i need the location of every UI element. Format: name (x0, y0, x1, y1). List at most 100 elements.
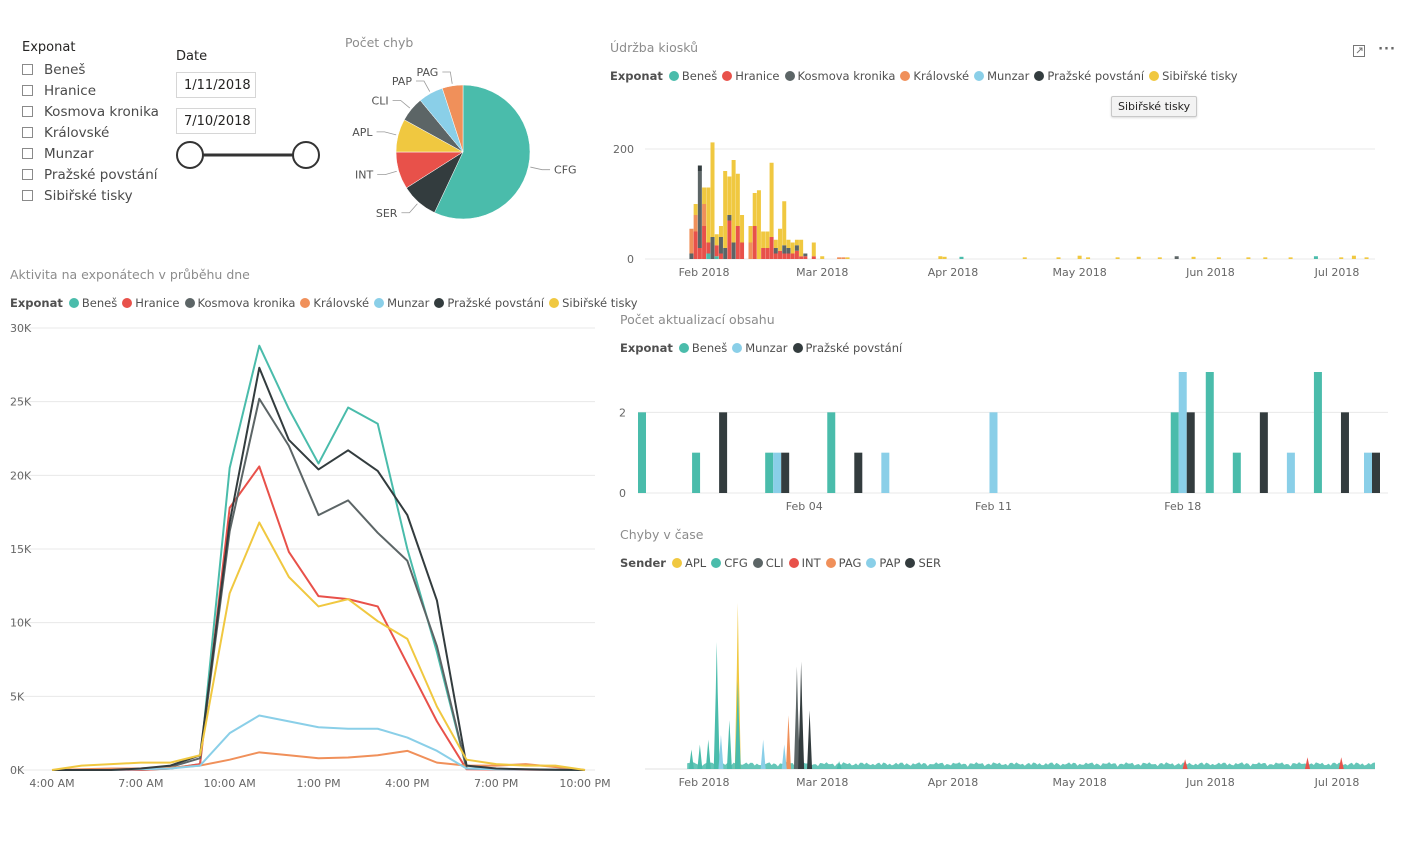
checkbox-icon[interactable] (22, 190, 33, 201)
slicer-item-prazske-povstani[interactable]: Pražské povstání (22, 164, 182, 185)
bar-segment-kosmova-kronika[interactable] (723, 248, 728, 259)
area-spike-cfg[interactable] (836, 761, 842, 769)
area-spike-int[interactable] (1304, 757, 1310, 769)
bar-segment-sibirske-tisky[interactable] (1364, 257, 1369, 259)
slicer-item-kralovske[interactable]: Královské (22, 122, 182, 143)
bar-segment-hranice[interactable] (782, 253, 787, 260)
bar-segment-hranice[interactable] (718, 253, 723, 260)
bar-segment-sibirske-tisky[interactable] (811, 242, 816, 257)
legend-item-prazske-povstani[interactable]: Pražské povstání (1034, 69, 1144, 83)
legend-item-pag[interactable]: PAG (825, 556, 861, 570)
checkbox-icon[interactable] (22, 127, 33, 138)
bar-segment-sibirske-tisky[interactable] (769, 162, 774, 237)
bar-segment-benes[interactable] (959, 256, 964, 259)
bar-segment-sibirske-tisky[interactable] (735, 173, 740, 226)
bar-segment-sibirske-tisky[interactable] (1339, 257, 1344, 259)
bar-prazske-povstani[interactable] (1259, 412, 1268, 493)
legend-item-hranice[interactable]: Hranice (122, 296, 180, 310)
bar-segment-sibirske-tisky[interactable] (820, 256, 825, 259)
bar-segment-sibirske-tisky[interactable] (752, 193, 757, 226)
bar-segment-prazske-povstani[interactable] (697, 165, 702, 172)
bar-segment-hranice[interactable] (811, 256, 816, 259)
line-series-prazske-povstani[interactable] (52, 366, 586, 771)
date-range-slider[interactable] (176, 138, 326, 172)
bar-prazske-povstani[interactable] (1340, 412, 1349, 493)
bar-segment-sibirske-tisky[interactable] (1191, 256, 1196, 259)
bar-segment-hranice[interactable] (799, 256, 804, 259)
bar-segment-sibirske-tisky[interactable] (1288, 257, 1293, 259)
legend-item-munzar[interactable]: Munzar (374, 296, 429, 310)
line-series-kralovske[interactable] (51, 749, 586, 771)
area-spike-ser[interactable] (798, 661, 805, 769)
bar-segment-sibirske-tisky[interactable] (773, 239, 778, 248)
bar-segment-hranice[interactable] (706, 242, 711, 254)
bar-segment-kosmova-kronika[interactable] (710, 237, 715, 259)
line-series-sibirske-tisky[interactable] (51, 521, 586, 771)
bar-segment-hranice[interactable] (714, 245, 719, 257)
bar-segment-sibirske-tisky[interactable] (702, 187, 707, 205)
bar-segment-sibirske-tisky[interactable] (1086, 257, 1091, 259)
area-spike-cfg[interactable] (726, 720, 732, 769)
legend-item-kralovske[interactable]: Královské (900, 69, 969, 83)
bar-segment-kralovske[interactable] (841, 257, 846, 259)
area-spike-cfg[interactable] (697, 744, 703, 769)
bar-benes[interactable] (1313, 372, 1322, 493)
bar-segment-hranice[interactable] (794, 250, 799, 259)
bar-segment-hranice[interactable] (773, 253, 778, 260)
line-series-hranice[interactable] (52, 465, 586, 771)
area-spike-cfg[interactable] (688, 749, 694, 769)
bar-segment-benes[interactable] (1313, 256, 1318, 259)
bar-segment-sibirske-tisky[interactable] (748, 226, 753, 243)
bar-segment-kosmova-kronika[interactable] (782, 245, 787, 254)
slicer-item-munzar[interactable]: Munzar (22, 143, 182, 164)
checkbox-icon[interactable] (22, 106, 33, 117)
bar-segment-sibirske-tisky[interactable] (942, 256, 947, 259)
area-spike-pap[interactable] (781, 744, 787, 769)
legend-item-munzar[interactable]: Munzar (732, 341, 788, 355)
legend-item-cfg[interactable]: CFG (711, 556, 748, 570)
area-spike-pap[interactable] (760, 739, 766, 769)
bar-segment-sibirske-tisky[interactable] (706, 187, 711, 243)
bar-segment-hranice[interactable] (761, 248, 766, 259)
bar-benes[interactable] (692, 452, 701, 493)
bar-segment-kosmova-kronika[interactable] (731, 242, 736, 260)
area-spike-cfg[interactable] (734, 681, 741, 769)
focus-mode-icon[interactable] (1350, 42, 1368, 60)
slider-start-handle[interactable] (176, 141, 204, 169)
bar-segment-kosmova-kronika[interactable] (794, 245, 799, 251)
legend-item-kralovske[interactable]: Královské (300, 296, 369, 310)
bar-benes[interactable] (638, 412, 646, 493)
legend-item-prazske-povstani[interactable]: Pražské povstání (434, 296, 544, 310)
bar-segment-sibirske-tisky[interactable] (1216, 257, 1221, 259)
bar-munzar[interactable] (773, 452, 782, 493)
area-spike-ser[interactable] (807, 710, 813, 769)
bar-segment-sibirske-tisky[interactable] (693, 204, 698, 215)
pie-slice-cfg[interactable] (434, 84, 531, 220)
bar-benes[interactable] (765, 452, 774, 493)
bar-munzar[interactable] (881, 452, 890, 493)
bar-segment-hranice[interactable] (727, 220, 732, 260)
bar-benes[interactable] (1170, 412, 1179, 493)
bar-segment-hranice[interactable] (769, 237, 774, 259)
bar-segment-hranice[interactable] (735, 226, 740, 259)
bar-segment-sibirske-tisky[interactable] (1246, 257, 1251, 259)
legend-item-ser[interactable]: SER (905, 556, 941, 570)
area-spike-cfg[interactable] (705, 739, 711, 769)
bar-segment-sibirske-tisky[interactable] (1056, 257, 1061, 259)
bar-segment-sibirske-tisky[interactable] (727, 176, 732, 216)
bar-segment-sibirske-tisky[interactable] (761, 231, 766, 249)
area-spike-pag[interactable] (785, 715, 791, 769)
bar-segment-hranice[interactable] (765, 248, 770, 259)
legend-item-pap[interactable]: PAP (866, 556, 900, 570)
slicer-item-hranice[interactable]: Hranice (22, 80, 182, 101)
area-spike-int[interactable] (1338, 757, 1344, 769)
start-date-input[interactable]: 1/11/2018 (176, 72, 256, 98)
legend-item-munzar[interactable]: Munzar (974, 69, 1029, 83)
bar-segment-sibirske-tisky[interactable] (790, 242, 795, 254)
bar-segment-sibirske-tisky[interactable] (938, 256, 943, 259)
bar-prazske-povstani[interactable] (1372, 452, 1380, 493)
line-series-benes[interactable] (52, 344, 586, 771)
bar-segment-kralovske[interactable] (702, 204, 707, 226)
bar-segment-sibirske-tisky[interactable] (1157, 257, 1162, 259)
legend-item-benes[interactable]: Beneš (668, 69, 717, 83)
